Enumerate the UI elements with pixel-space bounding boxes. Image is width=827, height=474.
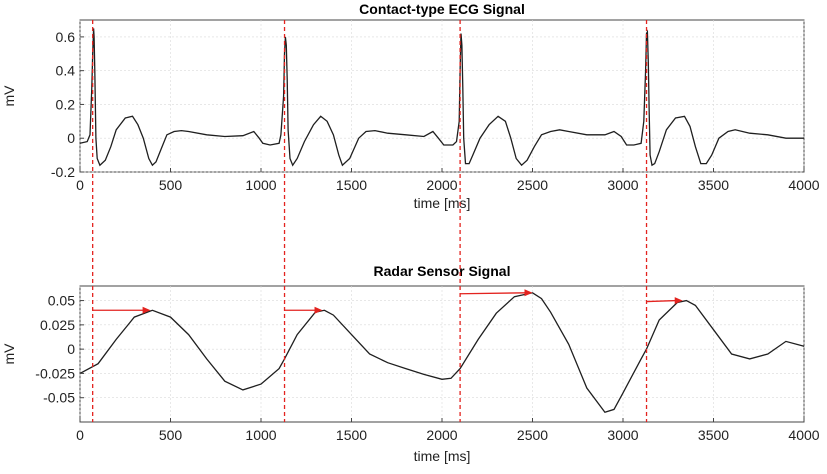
x-tick-label: 1000: [245, 177, 276, 193]
x-tick-label: 2000: [426, 427, 457, 443]
ecg-y-ticks: -0.2 0 0.2 0.4 0.6: [51, 29, 84, 180]
x-tick-label: 4000: [788, 427, 819, 443]
x-tick-label: 2000: [426, 177, 457, 193]
ecg-chart: 0 500 1000 1500 2000 2500 3000 3500 4000 -0.200.…: [1, 1, 820, 211]
y-tick-label: 0.6: [56, 29, 76, 45]
y-tick-label: 0: [67, 341, 75, 357]
ecg-y-label: mV: [1, 85, 17, 107]
x-tick-label: 3000: [607, 177, 638, 193]
delay-arrow: [460, 292, 527, 295]
y-tick-label: 0.05: [48, 293, 75, 309]
signal-line: [79, 28, 804, 167]
ecg-x-ticks: 0 500 1000 1500 2000 2500 3000 3500 4000: [76, 168, 820, 193]
x-tick-label: 500: [159, 427, 183, 443]
radar-chart: 0 500 1000 1500 2000 2500 3000 3500 4000 -0.05-0…: [1, 263, 820, 464]
ecg-title: Contact-type ECG Signal: [359, 1, 525, 17]
radar-y-label: mV: [1, 343, 17, 365]
delay-arrowhead: [142, 306, 151, 314]
radar-x-ticks: 0 500 1000 1500 2000 2500 3000 3500 4000: [76, 418, 820, 443]
ecg-series: [79, 28, 804, 167]
x-tick-label: 1500: [336, 177, 367, 193]
radar-x-label: time [ms]: [414, 448, 471, 464]
x-tick-label: 0: [76, 427, 84, 443]
r-peak-markers: [92, 20, 648, 422]
ecg-grid: [79, 20, 805, 173]
radar-grid: [79, 286, 805, 422]
delay-arrowhead: [674, 297, 683, 305]
y-tick-label: 0.4: [56, 63, 76, 79]
x-tick-label: 1500: [336, 427, 367, 443]
radar-delay-arrows: [92, 289, 683, 314]
x-tick-label: 3500: [698, 177, 729, 193]
x-tick-label: 2500: [517, 427, 548, 443]
ecg-x-label: time [ms]: [414, 195, 471, 211]
delay-arrowhead: [314, 306, 323, 314]
x-tick-label: 0: [76, 177, 84, 193]
delay-arrow: [646, 299, 677, 303]
y-tick-label: -0.05: [43, 390, 75, 406]
y-tick-label: -0.2: [51, 164, 75, 180]
x-tick-label: 500: [159, 177, 183, 193]
y-tick-label: 0.2: [56, 96, 76, 112]
y-tick-label: 0.025: [40, 317, 75, 333]
radar-title: Radar Sensor Signal: [374, 263, 511, 279]
x-tick-label: 3500: [698, 427, 729, 443]
x-tick-label: 4000: [788, 177, 819, 193]
x-tick-label: 2500: [517, 177, 548, 193]
radar-y-ticks: -0.05 -0.025 0 0.025 0.05: [35, 293, 84, 406]
y-tick-label: -0.025: [35, 365, 75, 381]
x-tick-label: 1000: [245, 427, 276, 443]
x-tick-label: 3000: [607, 427, 638, 443]
y-tick-label: 0: [67, 130, 75, 146]
delay-arrowhead: [524, 289, 533, 297]
